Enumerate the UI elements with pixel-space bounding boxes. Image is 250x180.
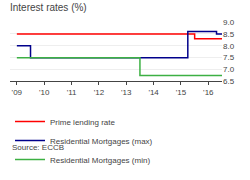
svg-text:'14: '14 [148,88,159,97]
svg-text:6.5: 6.5 [223,77,235,86]
svg-text:'11: '11 [67,88,77,97]
svg-text:'13: '13 [121,88,132,97]
svg-text:8.5: 8.5 [223,30,235,39]
svg-text:'12: '12 [94,88,105,97]
svg-text:Source: ECCB: Source: ECCB [12,143,64,152]
svg-text:Prime lending rate: Prime lending rate [50,118,115,127]
svg-text:8.0: 8.0 [223,42,235,51]
svg-text:'16: '16 [203,88,214,97]
svg-text:Residential Mortgages (min): Residential Mortgages (min) [50,156,150,165]
svg-text:'09: '09 [12,88,23,97]
svg-text:7.5: 7.5 [223,53,235,62]
svg-text:'10: '10 [39,88,50,97]
svg-text:7.0: 7.0 [223,65,235,74]
svg-text:Interest rates (%): Interest rates (%) [10,2,87,13]
svg-text:'15: '15 [176,88,187,97]
svg-text:9.0: 9.0 [223,18,235,27]
svg-text:Residential Mortgages (max): Residential Mortgages (max) [50,137,153,146]
